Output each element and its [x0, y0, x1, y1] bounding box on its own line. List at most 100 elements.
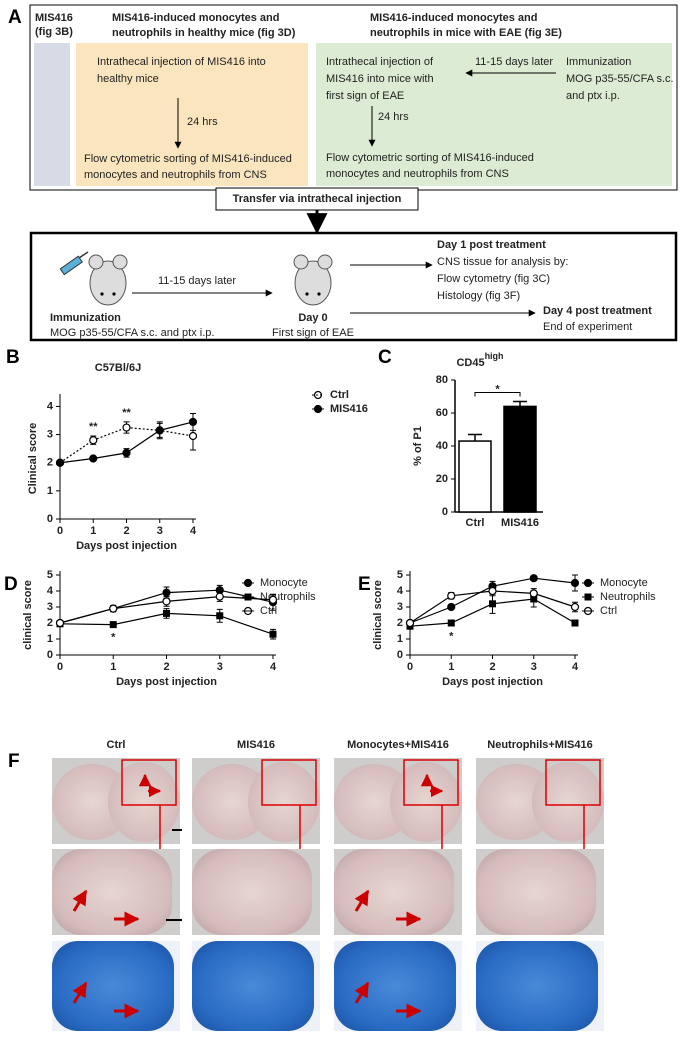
data-point [269, 630, 277, 638]
x-tick-label: 2 [163, 661, 169, 673]
step-text: CNS tissue for analysis by: [437, 256, 568, 268]
tissue-section [334, 764, 414, 840]
data-point [268, 595, 278, 604]
data-point [570, 602, 580, 612]
y-axis-label: % of P1 [412, 426, 424, 466]
step-title: Immunization [50, 312, 121, 324]
data-point [122, 448, 131, 457]
data-point [89, 454, 98, 463]
box-fig3b [34, 43, 70, 186]
y-tick-label: 3 [47, 601, 53, 613]
error-bar [513, 400, 527, 407]
data-point [155, 426, 164, 435]
y-axis-label: clinical score [372, 580, 384, 650]
data-point [162, 588, 171, 597]
step-title: Day 0 [298, 312, 327, 324]
data-point [109, 604, 118, 613]
y-tick-label: 0 [397, 649, 403, 661]
data-point [55, 618, 65, 628]
arrow [72, 981, 88, 1004]
panel-label: E [358, 574, 371, 595]
data-point [571, 619, 579, 627]
histology-panel [52, 758, 604, 1031]
data-point [163, 609, 170, 617]
step-text: Flow cytometric sorting of MIS416-induce… [84, 153, 292, 165]
x-tick-label: MIS416 [501, 517, 539, 529]
tissue-section [248, 762, 320, 842]
step-text: and ptx i.p. [566, 90, 620, 102]
chart-title-main: CD45 [456, 357, 484, 369]
panel-label: A [8, 7, 22, 28]
error-bar [468, 433, 482, 442]
box-header: MIS416-induced monocytes and [112, 12, 279, 24]
x-tick-label: 3 [531, 661, 537, 673]
step-text: first sign of EAE [326, 90, 404, 102]
y-tick-label: 1 [397, 633, 403, 645]
x-tick-label: 0 [407, 661, 413, 673]
data-point [529, 589, 538, 598]
tissue-section [192, 764, 272, 840]
significance-label: ** [122, 407, 131, 419]
data-point [122, 423, 131, 432]
tissue-section [334, 941, 456, 1031]
step-text: Flow cytometric sorting of MIS416-induce… [326, 152, 534, 164]
legend-label: MIS416 [330, 403, 368, 415]
data-point [109, 621, 117, 629]
step-text: Intrathecal injection of [326, 56, 434, 68]
y-tick-label: 2 [397, 617, 403, 629]
step-text: Histology (fig 3F) [437, 290, 520, 302]
legend-label: Monocyte [260, 577, 308, 589]
significance-label: * [449, 631, 454, 643]
y-tick-label: 3 [397, 601, 403, 613]
step-text: Flow cytometry (fig 3C) [437, 273, 550, 285]
tissue-section [52, 849, 172, 935]
step-text: monocytes and neutrophils from CNS [84, 169, 267, 181]
transfer-label: Transfer via intrathecal injection [233, 193, 402, 205]
x-tick-label: 4 [190, 525, 197, 537]
data-point [188, 431, 198, 441]
y-tick-label: 1 [47, 633, 53, 645]
legend-label: Ctrl [260, 605, 277, 617]
protocol-box [29, 231, 678, 342]
y-axis-label: clinical score [22, 580, 34, 650]
x-tick-label: 1 [90, 525, 96, 537]
step-text: MOG p35-55/CFA s.c. and ptx i.p. [50, 327, 214, 339]
data-point [447, 619, 455, 627]
syringe-icon [59, 251, 89, 276]
data-point [447, 591, 456, 600]
data-point [188, 417, 198, 427]
tissue-section [476, 764, 556, 840]
data-point [488, 586, 497, 596]
interval: 24 hrs [378, 111, 409, 123]
step-text: First sign of EAE [272, 327, 354, 339]
tissue-section [334, 849, 454, 935]
legend-label: Ctrl [600, 605, 617, 617]
box-header: neutrophils in mice with EAE (fig 3E) [370, 27, 562, 39]
legend-label: Ctrl [330, 389, 349, 401]
y-tick-label: 5 [47, 569, 53, 581]
mouse-icon [88, 254, 128, 306]
y-axis-label: Clinical score [27, 423, 39, 495]
tissue-section [476, 941, 598, 1031]
legend-label: Neutrophils [260, 591, 316, 603]
y-tick-label: 4 [397, 585, 404, 597]
y-tick-label: 2 [47, 457, 53, 469]
panel-label: D [4, 574, 18, 595]
zoom-box [545, 759, 601, 806]
step-title: Day 4 post treatment [543, 305, 652, 317]
significance-bracket [474, 391, 521, 397]
tissue-section [476, 849, 596, 935]
series-line [59, 426, 194, 464]
data-point [55, 458, 65, 467]
data-point [529, 574, 538, 583]
y-tick-label: 5 [397, 569, 403, 581]
y-tick-label: 80 [436, 374, 448, 386]
y-tick-label: 0 [47, 649, 53, 661]
data-point [447, 602, 456, 612]
step-text: End of experiment [543, 321, 632, 333]
tissue-section [192, 849, 312, 935]
data-point [215, 592, 224, 601]
bar [458, 440, 492, 513]
data-point [89, 436, 98, 445]
step-text: healthy mice [97, 73, 159, 85]
